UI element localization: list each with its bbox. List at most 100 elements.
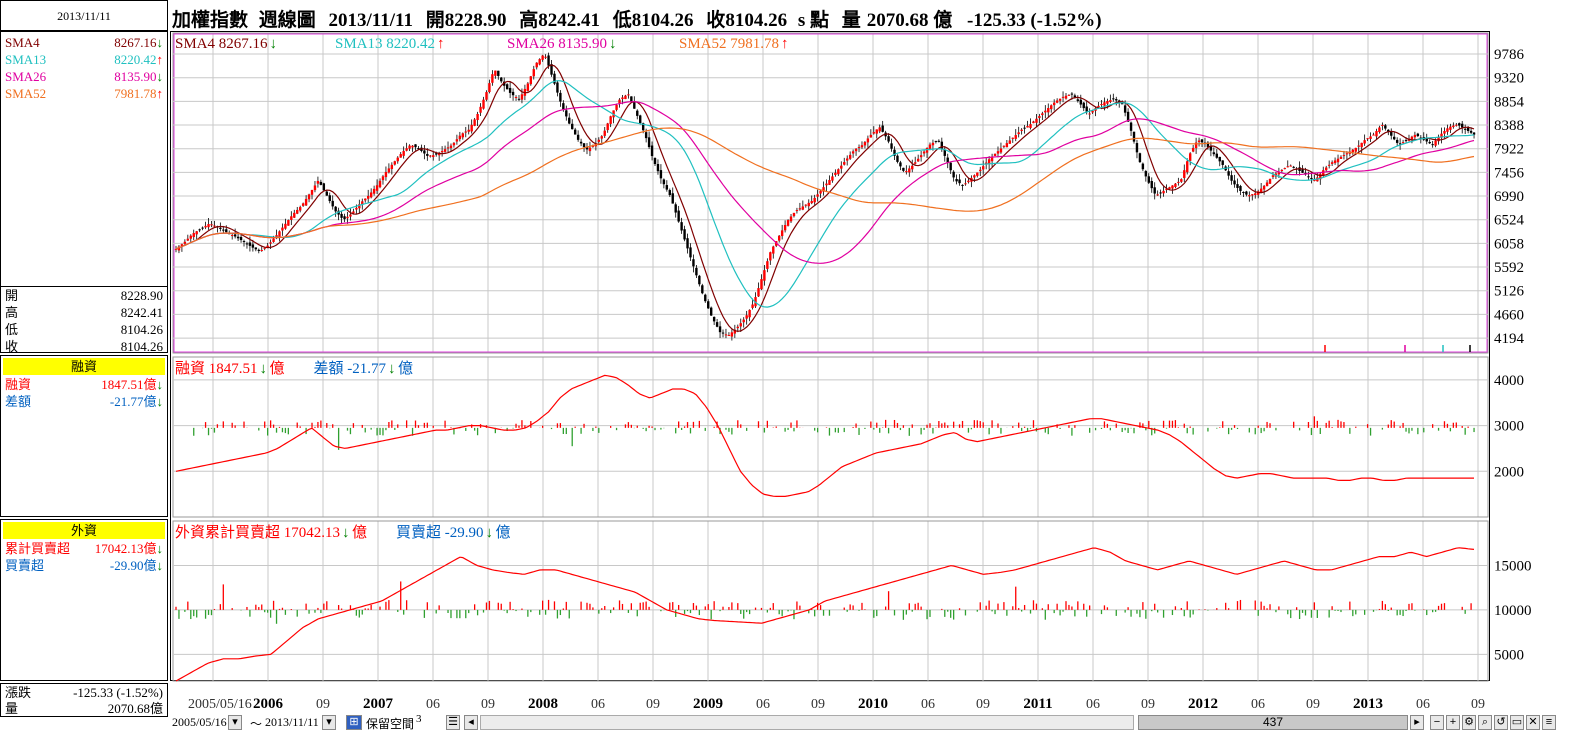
candle-body bbox=[508, 87, 512, 93]
margin-value: -21.77億↓ bbox=[110, 394, 163, 410]
header-change: -125.33 (-1.52%) bbox=[967, 10, 1102, 31]
candle-body bbox=[1188, 153, 1192, 161]
candle-body bbox=[476, 113, 479, 121]
reserve-space-value[interactable]: 3 bbox=[416, 713, 422, 725]
sma-value-text: 8135.90 bbox=[114, 69, 157, 84]
candle-body bbox=[1100, 104, 1103, 106]
candle-body bbox=[423, 150, 426, 154]
candle-body bbox=[1221, 160, 1224, 165]
candle-body bbox=[313, 185, 317, 191]
sidebar-sma-row: SMA52 7981.78↑ bbox=[5, 86, 163, 102]
candle-body bbox=[210, 224, 213, 226]
end-date-dropdown-button[interactable]: ▾ bbox=[322, 715, 336, 730]
candle-body bbox=[715, 322, 719, 327]
candle-body bbox=[751, 304, 754, 308]
candle-body bbox=[1333, 160, 1337, 164]
start-date[interactable]: 2005/05/16 bbox=[172, 715, 227, 729]
candle-body bbox=[325, 191, 328, 196]
foreign-balance-line bbox=[175, 547, 1475, 682]
candle-body bbox=[677, 210, 680, 222]
candle-body bbox=[408, 145, 411, 149]
candle-body bbox=[1410, 136, 1414, 140]
candle-body bbox=[429, 155, 432, 157]
candle-body bbox=[349, 214, 352, 217]
scrollbar-thumb[interactable]: 437 bbox=[1138, 715, 1408, 730]
grid-toggle-icon[interactable]: ☰ bbox=[446, 715, 460, 730]
candle-body bbox=[503, 81, 506, 86]
foreign-label: 累計買賣超 bbox=[5, 541, 71, 556]
ohlc-label: 低 bbox=[5, 322, 19, 337]
candle-body bbox=[1455, 124, 1458, 126]
restore-icon[interactable]: ↺ bbox=[1494, 715, 1508, 730]
arrow-down-icon: ↓ bbox=[156, 541, 164, 556]
scrollbar-track[interactable] bbox=[480, 715, 1134, 730]
candle-body bbox=[1390, 131, 1393, 136]
candle-body bbox=[1251, 194, 1254, 196]
margin-row: 融資 1847.51億↓ bbox=[5, 377, 163, 393]
candle-body bbox=[1076, 99, 1080, 101]
candle-body bbox=[1002, 145, 1006, 147]
candle-body bbox=[1469, 130, 1473, 133]
candle-body bbox=[573, 129, 577, 135]
title-date: 2013/11/11 bbox=[328, 10, 413, 31]
low-label: 低 bbox=[612, 10, 632, 31]
end-date[interactable]: 2013/11/11 bbox=[265, 715, 319, 729]
reserve-space-icon[interactable]: ⊞ bbox=[346, 715, 362, 730]
candle-body bbox=[1044, 110, 1047, 113]
candle-body bbox=[1153, 187, 1156, 194]
candle-body bbox=[952, 171, 955, 178]
scroll-left-button[interactable]: ◂ bbox=[464, 715, 478, 730]
close-icon[interactable]: ✕ bbox=[1526, 715, 1540, 730]
arrow-down-icon: ↓ bbox=[342, 525, 350, 541]
window-toggle-icon[interactable]: ▭ bbox=[1510, 715, 1524, 730]
candle-body bbox=[712, 316, 716, 322]
candle-body bbox=[1342, 155, 1346, 157]
scroll-right-button[interactable]: ▸ bbox=[1410, 715, 1424, 730]
price-legend-item: SMA4 8267.16 bbox=[175, 36, 268, 52]
candle-body bbox=[269, 242, 272, 244]
candle-body bbox=[851, 151, 855, 154]
candle-body bbox=[653, 158, 657, 165]
candle-body bbox=[1132, 131, 1136, 142]
open-label: 開 bbox=[425, 10, 445, 31]
candle-body bbox=[695, 267, 698, 276]
candle-body bbox=[1008, 140, 1012, 144]
arrow-down-icon: ↓ bbox=[156, 69, 164, 84]
price-legend-item: SMA13 8220.42 bbox=[335, 36, 435, 52]
candle-body bbox=[1020, 129, 1023, 131]
x-tick-label: 2005/05/16 bbox=[188, 697, 252, 712]
candle-body bbox=[1330, 162, 1334, 164]
candle-body bbox=[875, 129, 878, 134]
candle-body bbox=[615, 105, 618, 110]
menu-icon[interactable]: ≡ bbox=[1542, 715, 1556, 730]
candle-body bbox=[1375, 131, 1378, 137]
candle-body bbox=[186, 238, 190, 241]
settings-gear-icon[interactable]: ⚙ bbox=[1462, 715, 1476, 730]
candle-body bbox=[1206, 142, 1210, 148]
candle-body bbox=[1434, 140, 1437, 146]
x-tick-label: 2010 bbox=[858, 696, 888, 712]
candle-body bbox=[887, 136, 890, 142]
y-tick-label: 9786 bbox=[1494, 47, 1525, 63]
candle-body bbox=[340, 213, 343, 218]
zoom-out-icon[interactable]: − bbox=[1430, 715, 1444, 730]
candle-body bbox=[1268, 178, 1272, 184]
zoom-in-icon[interactable]: + bbox=[1446, 715, 1460, 730]
candle-body bbox=[455, 139, 459, 142]
start-date-dropdown-button[interactable]: ▾ bbox=[228, 715, 242, 730]
candle-body bbox=[245, 243, 249, 245]
candle-body bbox=[233, 234, 237, 237]
candle-body bbox=[914, 162, 917, 164]
candle-body bbox=[517, 98, 521, 100]
candle-body bbox=[541, 55, 544, 60]
search-icon[interactable]: ⌕ bbox=[1478, 715, 1492, 730]
x-tick-label: 09 bbox=[976, 697, 990, 712]
candle-body bbox=[296, 209, 299, 214]
candle-body bbox=[1067, 94, 1071, 96]
candle-body bbox=[585, 147, 589, 150]
candle-body bbox=[482, 99, 485, 109]
candle-body bbox=[639, 115, 642, 124]
candle-body bbox=[1183, 170, 1186, 178]
candle-body bbox=[680, 222, 683, 231]
